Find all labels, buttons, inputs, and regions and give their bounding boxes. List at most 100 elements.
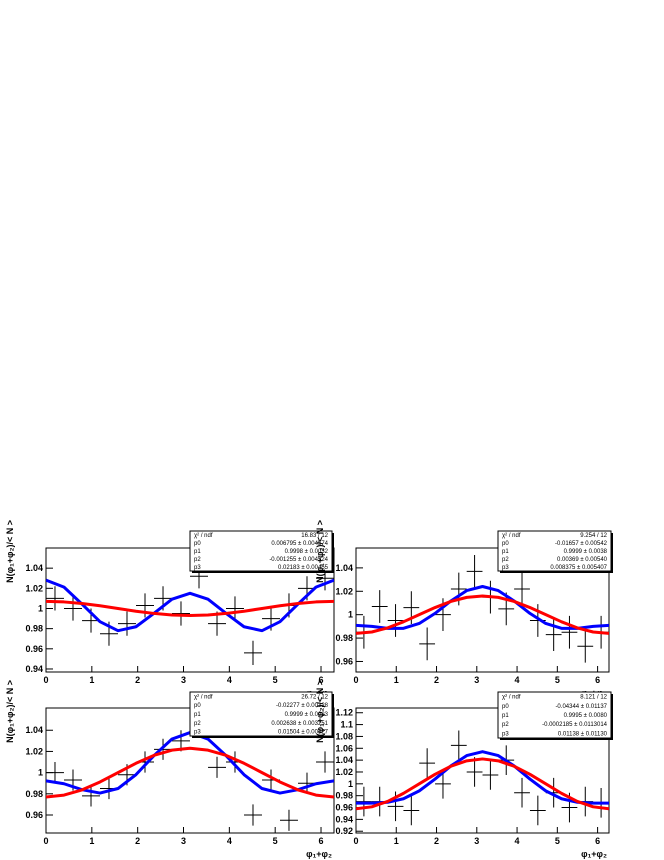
x-tick-label: 4 (515, 836, 520, 846)
y-tick-label: 1.08 (335, 731, 353, 741)
y-tick-label: 0.98 (335, 633, 353, 643)
stat-label: p1 (194, 549, 201, 555)
data-point (371, 590, 388, 623)
data-point (577, 629, 594, 663)
y-tick-label: 1.02 (25, 583, 43, 593)
data-point (316, 751, 334, 773)
data-point (279, 809, 298, 831)
stat-value: 26.72 / 12 (301, 694, 328, 700)
x-tick-label: 2 (135, 675, 140, 685)
x-tick-label: 6 (319, 836, 324, 846)
y-axis-title: N(φ₁+φ₂)/< N > (315, 520, 325, 583)
data-point (514, 777, 530, 808)
stat-value: 0.01138 ± 0.01130 (558, 731, 608, 737)
stat-box (189, 530, 333, 572)
stat-label: p3 (194, 730, 201, 736)
y-tick-label: 1 (348, 610, 353, 620)
x-tick-label: 2 (135, 836, 140, 846)
fit-curve (356, 594, 609, 635)
x-tick-label: 6 (319, 675, 324, 685)
y-tick-label: 1.04 (25, 725, 43, 735)
y-axis-title: N(φ₁+φ₂)/< N > (5, 680, 15, 743)
stat-label: p2 (502, 557, 509, 563)
x-tick-label: 2 (434, 675, 439, 685)
fit-curve (356, 757, 609, 811)
plot-frame (355, 707, 610, 834)
y-tick-label: 0.94 (335, 814, 353, 824)
stat-value: 8.121 / 12 (580, 695, 607, 701)
data-point (172, 601, 190, 626)
x-tick-label: 5 (555, 675, 560, 685)
data-point (482, 760, 499, 790)
stat-label: p1 (502, 549, 509, 555)
panel: 0 1 2 3 4 5 6 0.94 0.96 0.98 1 1.02 1.04 N(φ₁+φ₂)/< N… (5, 520, 335, 698)
stat-value: -0.001255 ± 0.004524 (269, 557, 328, 563)
x-axis-title: φ₁+φ₂ (581, 849, 607, 859)
fit-curve (356, 750, 609, 805)
data-point (118, 611, 136, 636)
x-tick-label: 6 (595, 836, 600, 846)
y-tick-label: 0.96 (335, 803, 353, 813)
data-point (419, 748, 436, 778)
data-point (244, 804, 262, 826)
x-tick-label: 0 (43, 675, 48, 685)
x-tick-label: 1 (89, 675, 94, 685)
stat-label: p1 (194, 712, 201, 718)
y-tick-label: 0.92 (335, 826, 353, 836)
stat-label: p0 (502, 541, 509, 547)
y-axis-title: N(φ₁+φ₂)/< N > (315, 680, 325, 743)
y-tick-label: 1 (38, 603, 43, 613)
data-point (46, 586, 64, 611)
stat-label: p2 (194, 721, 201, 727)
y-tick-label: 1.12 (335, 708, 353, 718)
stat-label: p3 (502, 731, 509, 737)
data-point (514, 572, 530, 606)
stat-label: χ² / ndf (194, 694, 213, 700)
stat-label: p3 (194, 565, 201, 571)
x-tick-label: 0 (353, 836, 358, 846)
stat-value: 0.9999 ± 0.0038 (564, 549, 608, 555)
x-tick-label: 5 (555, 836, 560, 846)
data-point (561, 615, 578, 649)
data-point (208, 756, 226, 778)
y-tick-label: 1 (348, 779, 353, 789)
data-point (466, 757, 483, 787)
stat-value: 0.00369 ± 0.00540 (557, 557, 608, 563)
y-tick-label: 1.06 (335, 743, 353, 753)
data-point (529, 795, 546, 826)
x-tick-label: 6 (595, 675, 600, 685)
x-tick-label: 3 (474, 836, 479, 846)
stat-value: 0.002638 ± 0.003251 (271, 721, 328, 727)
stat-value: 9.254 / 12 (580, 533, 607, 539)
stat-label: p2 (194, 557, 201, 563)
y-tick-label: 0.94 (25, 664, 43, 674)
y-tick-label: 1.02 (335, 767, 353, 777)
fit-curve (46, 578, 334, 633)
x-tick-label: 1 (394, 836, 399, 846)
stat-label: p2 (502, 722, 509, 728)
stat-label: p0 (194, 541, 201, 547)
data-point (82, 785, 100, 807)
x-tick-label: 1 (89, 836, 94, 846)
stat-box (189, 691, 333, 737)
stat-value: 0.9995 ± 0.0080 (564, 713, 608, 719)
stat-value: 0.02183 ± 0.00455 (278, 565, 329, 571)
stat-label: χ² / ndf (502, 695, 521, 701)
y-tick-label: 1 (38, 768, 43, 778)
y-tick-label: 1.1 (340, 720, 353, 730)
y-axis-title: N(φ₁+φ₂)/< N > (5, 520, 15, 583)
data-point (46, 762, 64, 784)
plot-frame (355, 547, 610, 673)
x-tick-label: 2 (434, 836, 439, 846)
data-point (387, 604, 404, 637)
fit-curve (46, 731, 334, 795)
x-tick-label: 4 (227, 836, 232, 846)
data-point (403, 795, 420, 826)
stat-value: 0.9998 ± 0.0032 (285, 549, 329, 555)
stat-box (497, 530, 612, 572)
stat-value: 0.006795 ± 0.004574 (271, 541, 328, 547)
x-tick-label: 4 (227, 675, 232, 685)
data-point (466, 555, 483, 588)
